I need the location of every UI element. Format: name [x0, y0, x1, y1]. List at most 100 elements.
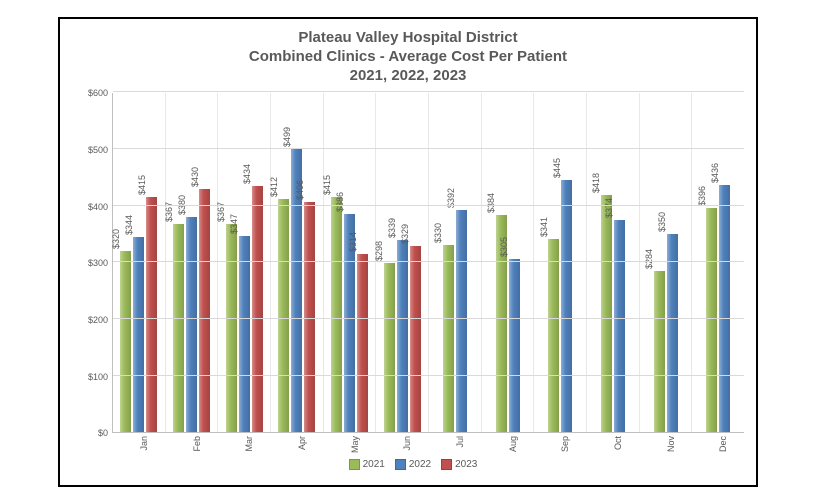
- month-group: $415$386$314May: [324, 93, 377, 432]
- bar-value-label: $339: [387, 218, 397, 238]
- gridline: [113, 375, 744, 376]
- bar-value-label: $374: [604, 198, 614, 218]
- bar-value-label: $499: [282, 127, 292, 147]
- bar: $436: [719, 185, 730, 432]
- plot-area: $320$344$415Jan$367$380$430Feb$367$347$4…: [112, 93, 744, 433]
- bar-cluster: $384 $305: [482, 93, 534, 432]
- bar-value-label: $330: [433, 223, 443, 243]
- month-group: $418$374Oct: [587, 93, 640, 432]
- bar-cluster: $412 $499 $406: [271, 93, 323, 432]
- bar-cluster: $320$344$415: [113, 93, 165, 432]
- bar-cluster: $330$392: [429, 93, 481, 432]
- x-tick-label: May: [350, 436, 360, 453]
- bar-value-label: $412: [269, 177, 279, 197]
- month-group: $330$392Jul: [429, 93, 482, 432]
- month-group: $341$445Sep: [534, 93, 587, 432]
- y-tick-label: $100: [88, 372, 108, 382]
- bar: $367: [173, 224, 184, 432]
- bar-value-label: $347: [229, 214, 239, 234]
- y-tick-label: $600: [88, 88, 108, 98]
- bar: $339: [397, 240, 408, 432]
- bar-cluster: $396$436: [692, 93, 744, 432]
- x-tick-label: Nov: [666, 436, 676, 452]
- gridline: [113, 318, 744, 319]
- bar-value-label: $284: [644, 249, 654, 269]
- bar-value-label: $305: [499, 237, 509, 257]
- legend-label: 2022: [409, 459, 431, 470]
- bar-value-label: $415: [322, 175, 332, 195]
- gridline: [113, 261, 744, 262]
- bar-cluster: $298$339$329: [376, 93, 428, 432]
- legend-label: 2023: [455, 459, 477, 470]
- bar-value-label: $341: [539, 217, 549, 237]
- bar-cluster: $341$445: [534, 93, 586, 432]
- bar: $434: [252, 186, 263, 432]
- title-line-1: Plateau Valley Hospital District: [72, 29, 744, 48]
- bar-value-label: $445: [552, 158, 562, 178]
- x-tick-label: Aug: [508, 436, 518, 452]
- month-group: $412$499$406Apr: [271, 93, 324, 432]
- title-line-2: Combined Clinics - Average Cost Per Pati…: [72, 48, 744, 67]
- bar: $415: [146, 197, 157, 432]
- bar-value-label: $329: [400, 224, 410, 244]
- month-group: $367$380$430Feb: [166, 93, 219, 432]
- bar: $320: [120, 251, 131, 432]
- bar: $350: [667, 234, 678, 432]
- month-group: $298$339$329Jun: [376, 93, 429, 432]
- bar-value-label: $350: [657, 212, 667, 232]
- bar-value-label: $314: [348, 232, 358, 252]
- bar-value-label: $434: [242, 164, 252, 184]
- chart-frame: Plateau Valley Hospital District Combine…: [58, 17, 758, 487]
- bar: $412: [278, 199, 289, 432]
- legend-swatch: [395, 459, 406, 470]
- x-tick-label: Jul: [455, 436, 465, 448]
- bar-value-label: $386: [335, 192, 345, 212]
- month-group: $396$436Dec: [692, 93, 744, 432]
- bar-value-label: $418: [591, 173, 601, 193]
- bar-value-label: $344: [124, 215, 134, 235]
- x-tick-label: Sep: [560, 436, 570, 452]
- bar: $396: [706, 208, 717, 432]
- bar: $298: [384, 263, 395, 432]
- y-tick-label: $0: [98, 428, 108, 438]
- month-group: $384$305Aug: [482, 93, 535, 432]
- x-tick-label: Feb: [192, 436, 202, 452]
- bar-value-label: $396: [697, 186, 707, 206]
- legend-swatch: [349, 459, 360, 470]
- bar: $284: [654, 271, 665, 432]
- bar-cluster: $367$380$430: [166, 93, 218, 432]
- gridline: [113, 91, 744, 92]
- bar-value-label: $384: [486, 193, 496, 213]
- bar: $305: [509, 259, 520, 432]
- x-tick-label: Dec: [718, 436, 728, 452]
- bar: $374: [614, 220, 625, 432]
- bar: $430: [199, 189, 210, 433]
- bar: $380: [186, 217, 197, 432]
- bar: $341: [548, 239, 559, 432]
- x-tick-label: Apr: [297, 436, 307, 450]
- bar-value-label: $415: [137, 175, 147, 195]
- y-tick-label: $400: [88, 202, 108, 212]
- month-group: $320$344$415Jan: [113, 93, 166, 432]
- bar: $367: [226, 224, 237, 432]
- gridline: [113, 148, 744, 149]
- y-tick-label: $200: [88, 315, 108, 325]
- bar-cluster: $418$374: [587, 93, 639, 432]
- month-group: $367$347$434Mar: [218, 93, 271, 432]
- bar: $415: [331, 197, 342, 432]
- bar-value-label: $430: [190, 167, 200, 187]
- bar: $344: [133, 237, 144, 432]
- bar-cluster: $284$350: [640, 93, 692, 432]
- gridline: [113, 205, 744, 206]
- bar-value-label: $298: [374, 241, 384, 261]
- x-tick-label: Oct: [613, 436, 623, 450]
- y-axis: $0$100$200$300$400$500$600: [72, 93, 112, 433]
- bar: $445: [561, 180, 572, 432]
- bar: $392: [456, 210, 467, 432]
- bar: $314: [357, 254, 368, 432]
- legend-label: 2021: [363, 459, 385, 470]
- bar-cluster: $367$347 $434: [218, 93, 270, 432]
- bar: $330: [443, 245, 454, 432]
- bar-value-label: $406: [295, 180, 305, 200]
- month-group: $284$350Nov: [640, 93, 693, 432]
